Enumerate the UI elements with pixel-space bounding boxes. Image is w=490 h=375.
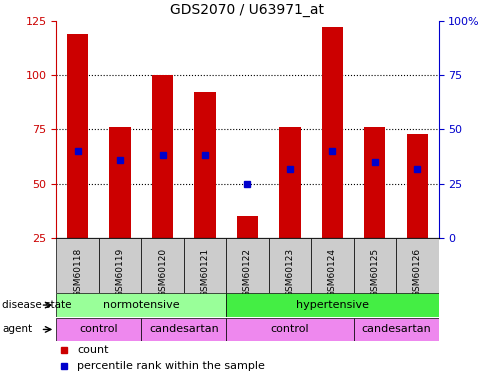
Bar bbox=[56, 238, 99, 292]
Text: hypertensive: hypertensive bbox=[296, 300, 369, 310]
Bar bbox=[269, 238, 311, 292]
Text: GSM60123: GSM60123 bbox=[285, 248, 294, 297]
Bar bbox=[195, 92, 216, 238]
Text: candesartan: candesartan bbox=[149, 324, 219, 334]
Bar bbox=[184, 238, 226, 292]
Bar bbox=[279, 127, 300, 238]
Bar bbox=[152, 75, 173, 238]
Bar bbox=[364, 127, 386, 238]
Bar bbox=[226, 238, 269, 292]
Text: disease state: disease state bbox=[2, 300, 72, 310]
Text: percentile rank within the sample: percentile rank within the sample bbox=[77, 361, 265, 370]
Bar bbox=[67, 34, 88, 238]
Bar bbox=[354, 318, 439, 341]
Text: candesartan: candesartan bbox=[361, 324, 431, 334]
Text: control: control bbox=[270, 324, 309, 334]
Text: GSM60120: GSM60120 bbox=[158, 248, 167, 297]
Text: agent: agent bbox=[2, 324, 32, 334]
Bar bbox=[56, 293, 226, 317]
Text: GSM60118: GSM60118 bbox=[73, 248, 82, 297]
Text: normotensive: normotensive bbox=[103, 300, 180, 310]
Bar bbox=[56, 318, 141, 341]
Bar bbox=[322, 27, 343, 238]
Bar bbox=[141, 238, 184, 292]
Bar bbox=[311, 21, 354, 238]
Text: GSM60124: GSM60124 bbox=[328, 248, 337, 297]
Bar bbox=[311, 238, 354, 292]
Text: GSM60119: GSM60119 bbox=[116, 248, 124, 297]
Text: control: control bbox=[79, 324, 118, 334]
Bar bbox=[226, 21, 269, 238]
Bar bbox=[99, 238, 141, 292]
Text: GSM60126: GSM60126 bbox=[413, 248, 422, 297]
Text: GSM60122: GSM60122 bbox=[243, 248, 252, 297]
Bar bbox=[141, 21, 184, 238]
Title: GDS2070 / U63971_at: GDS2070 / U63971_at bbox=[171, 3, 324, 17]
Bar bbox=[226, 293, 439, 317]
Text: count: count bbox=[77, 345, 109, 355]
Bar bbox=[237, 216, 258, 238]
Bar bbox=[141, 318, 226, 341]
Text: GSM60125: GSM60125 bbox=[370, 248, 379, 297]
Bar bbox=[109, 127, 131, 238]
Bar bbox=[56, 21, 99, 238]
Bar bbox=[396, 21, 439, 238]
Text: GSM60121: GSM60121 bbox=[200, 248, 210, 297]
Bar bbox=[226, 318, 354, 341]
Bar bbox=[396, 238, 439, 292]
Bar bbox=[354, 238, 396, 292]
Bar bbox=[407, 134, 428, 238]
